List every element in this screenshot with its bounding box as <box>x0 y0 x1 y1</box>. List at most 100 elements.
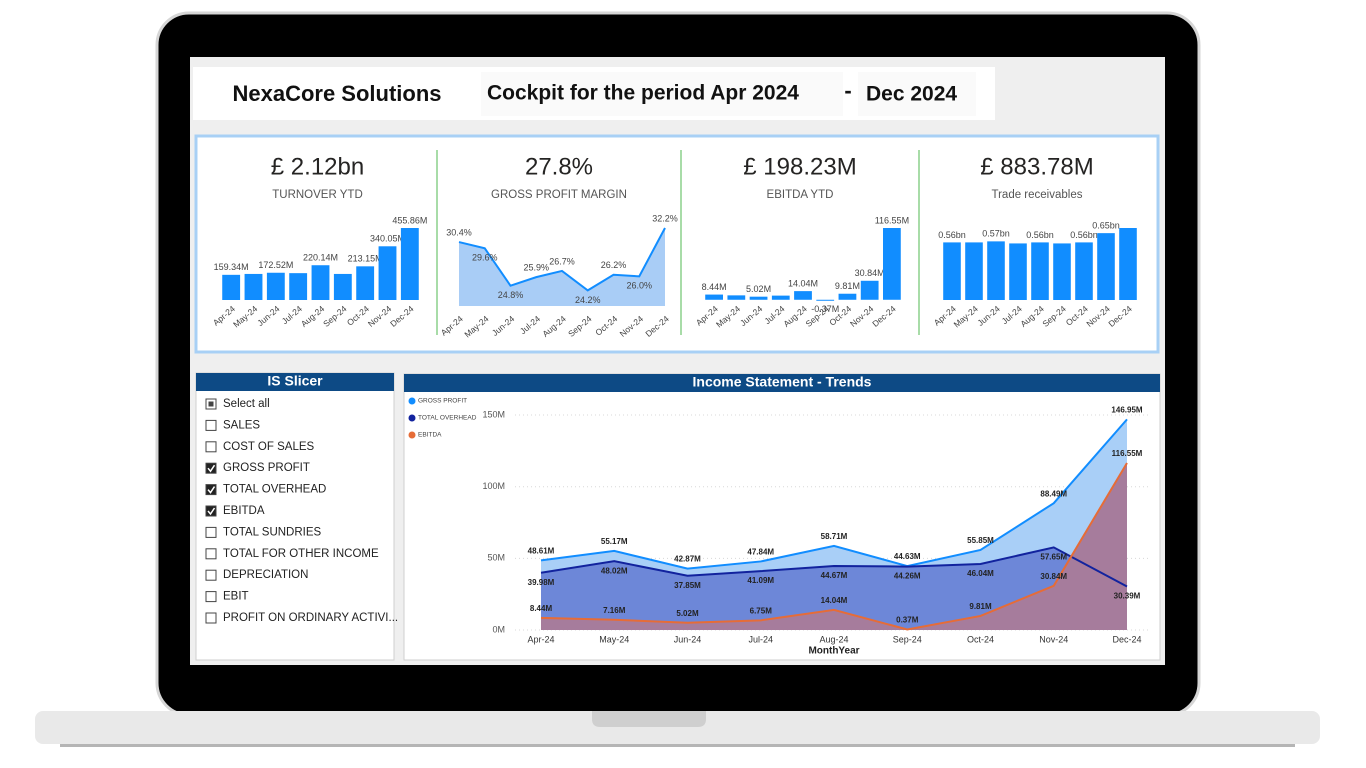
slicer-item-label[interactable]: COST OF SALES <box>223 441 315 453</box>
checkbox[interactable] <box>205 441 217 453</box>
checkbox[interactable] <box>205 462 217 474</box>
checkbox[interactable] <box>205 548 217 560</box>
slicer-item-label[interactable]: DEPRECIATION <box>223 569 308 581</box>
kpi-value: £ 198.23M <box>743 153 856 180</box>
slicer-item-label[interactable]: TOTAL SUNDRIES <box>223 526 322 538</box>
kpi-value: 27.8% <box>525 153 593 180</box>
series-line <box>540 418 1128 570</box>
checkbox[interactable] <box>205 526 217 538</box>
title-box <box>481 72 843 116</box>
kpi-bar <box>400 228 419 300</box>
kpi-value-label: 14.04M <box>788 279 818 289</box>
data-label: 6.75M <box>750 606 773 615</box>
period-end: Dec 2024 <box>866 83 957 106</box>
slicer-item-label[interactable]: Select all <box>223 398 270 410</box>
kpi-bar <box>965 242 983 300</box>
kpi-value-label: 172.52M <box>258 260 293 270</box>
legend-label[interactable]: EBITDA <box>418 432 442 439</box>
slicer-item-label[interactable]: SALES <box>223 419 260 431</box>
kpi-bar <box>883 228 901 300</box>
x-tick-label: Nov-24 <box>1039 634 1068 644</box>
kpi-bar <box>1119 228 1137 300</box>
kpi-value-label: 9.81M <box>835 281 860 291</box>
kpi-bar <box>1053 243 1071 300</box>
legend-label[interactable]: TOTAL OVERHEAD <box>418 415 477 422</box>
kpi-bar <box>1097 233 1115 300</box>
kpi-value-label: 116.55M <box>875 215 909 225</box>
data-label: 8.44M <box>530 604 553 613</box>
checkbox[interactable] <box>205 484 217 496</box>
legend-marker <box>408 431 416 439</box>
legend-marker <box>408 414 416 422</box>
series-area <box>541 547 1127 630</box>
checkbox[interactable] <box>205 505 217 517</box>
data-label: 116.55M <box>1112 449 1143 458</box>
checkbox[interactable] <box>205 569 217 581</box>
kpi-bar <box>727 295 746 300</box>
laptop-notch <box>592 711 706 727</box>
slicer-item-label[interactable]: GROSS PROFIT <box>223 462 310 474</box>
data-label: 88.49M <box>1040 489 1067 498</box>
checkmark <box>207 464 216 473</box>
x-tick-label: Oct-24 <box>967 634 994 644</box>
kpi-bar <box>378 246 397 300</box>
legend-label[interactable]: GROSS PROFIT <box>418 398 467 405</box>
slicer-item-label[interactable]: EBIT <box>223 591 249 603</box>
data-label: 7.16M <box>603 606 626 615</box>
checkbox[interactable] <box>205 591 217 603</box>
laptop-base <box>35 711 1320 744</box>
data-label: 48.61M <box>528 546 555 555</box>
x-tick-label: Jul-24 <box>748 634 773 644</box>
kpi-bar <box>289 273 308 300</box>
data-label: 41.09M <box>747 576 774 585</box>
kpi-bar <box>943 242 961 300</box>
data-label: 44.67M <box>821 571 848 580</box>
kpi-label: TURNOVER YTD <box>272 189 363 201</box>
kpi-bar <box>244 273 263 300</box>
kpi-value-label: 0.56bn <box>938 230 966 240</box>
kpi-value-label: 30.4% <box>446 227 472 237</box>
kpi-bar <box>222 274 241 300</box>
data-label: 55.17M <box>601 537 628 546</box>
legend-marker <box>408 397 416 405</box>
checkbox[interactable] <box>205 419 217 431</box>
x-axis-title: MonthYear <box>808 646 859 657</box>
trends-title: Income Statement - Trends <box>693 374 872 390</box>
kpi-bar <box>987 241 1005 300</box>
kpi-value-label: 30.84M <box>855 268 885 278</box>
company-name: NexaCore Solutions <box>232 81 441 106</box>
checkbox[interactable] <box>205 612 217 624</box>
data-label: 37.85M <box>674 581 701 590</box>
data-label: 42.87M <box>674 555 701 564</box>
slicer-item-label[interactable]: EBITDA <box>223 505 265 517</box>
data-label: 14.04M <box>821 596 848 605</box>
slicer-item-label[interactable]: PROFIT ON ORDINARY ACTIVI... <box>223 612 398 624</box>
kpi-label: EBITDA YTD <box>767 189 834 201</box>
kpi-value-label: 32.2% <box>652 213 678 223</box>
kpi-value-label: 455.86M <box>392 215 427 225</box>
kpi-bar <box>1075 242 1093 300</box>
data-label: 39.98M <box>528 578 555 587</box>
kpi-bar <box>311 265 330 300</box>
data-label: 57.65M <box>1040 552 1067 561</box>
slicer-title: IS Slicer <box>267 373 323 389</box>
kpi-value-label: -0.37M <box>811 304 839 314</box>
data-label: 30.39M <box>1114 592 1141 601</box>
data-label: 55.85M <box>967 536 994 545</box>
title-box <box>858 72 976 116</box>
slicer-item-label[interactable]: TOTAL FOR OTHER INCOME <box>223 548 379 560</box>
data-label: 30.84M <box>1040 572 1067 581</box>
kpi-bar <box>266 272 285 300</box>
trends-header <box>404 374 1160 392</box>
slicer-item-label[interactable]: TOTAL OVERHEAD <box>223 484 326 496</box>
kpi-value-label: 0.56bn <box>1026 230 1054 240</box>
y-tick-label: 50M <box>487 553 505 563</box>
data-label: 44.63M <box>894 552 921 561</box>
kpi-value-label: 24.8% <box>498 290 524 300</box>
series-line <box>540 546 1128 588</box>
kpi-bar <box>333 273 352 300</box>
kpi-label: Trade receivables <box>992 189 1083 201</box>
slicer-header <box>196 373 394 391</box>
checkbox-mixed <box>208 401 214 407</box>
x-tick-label: Sep-24 <box>893 634 922 644</box>
